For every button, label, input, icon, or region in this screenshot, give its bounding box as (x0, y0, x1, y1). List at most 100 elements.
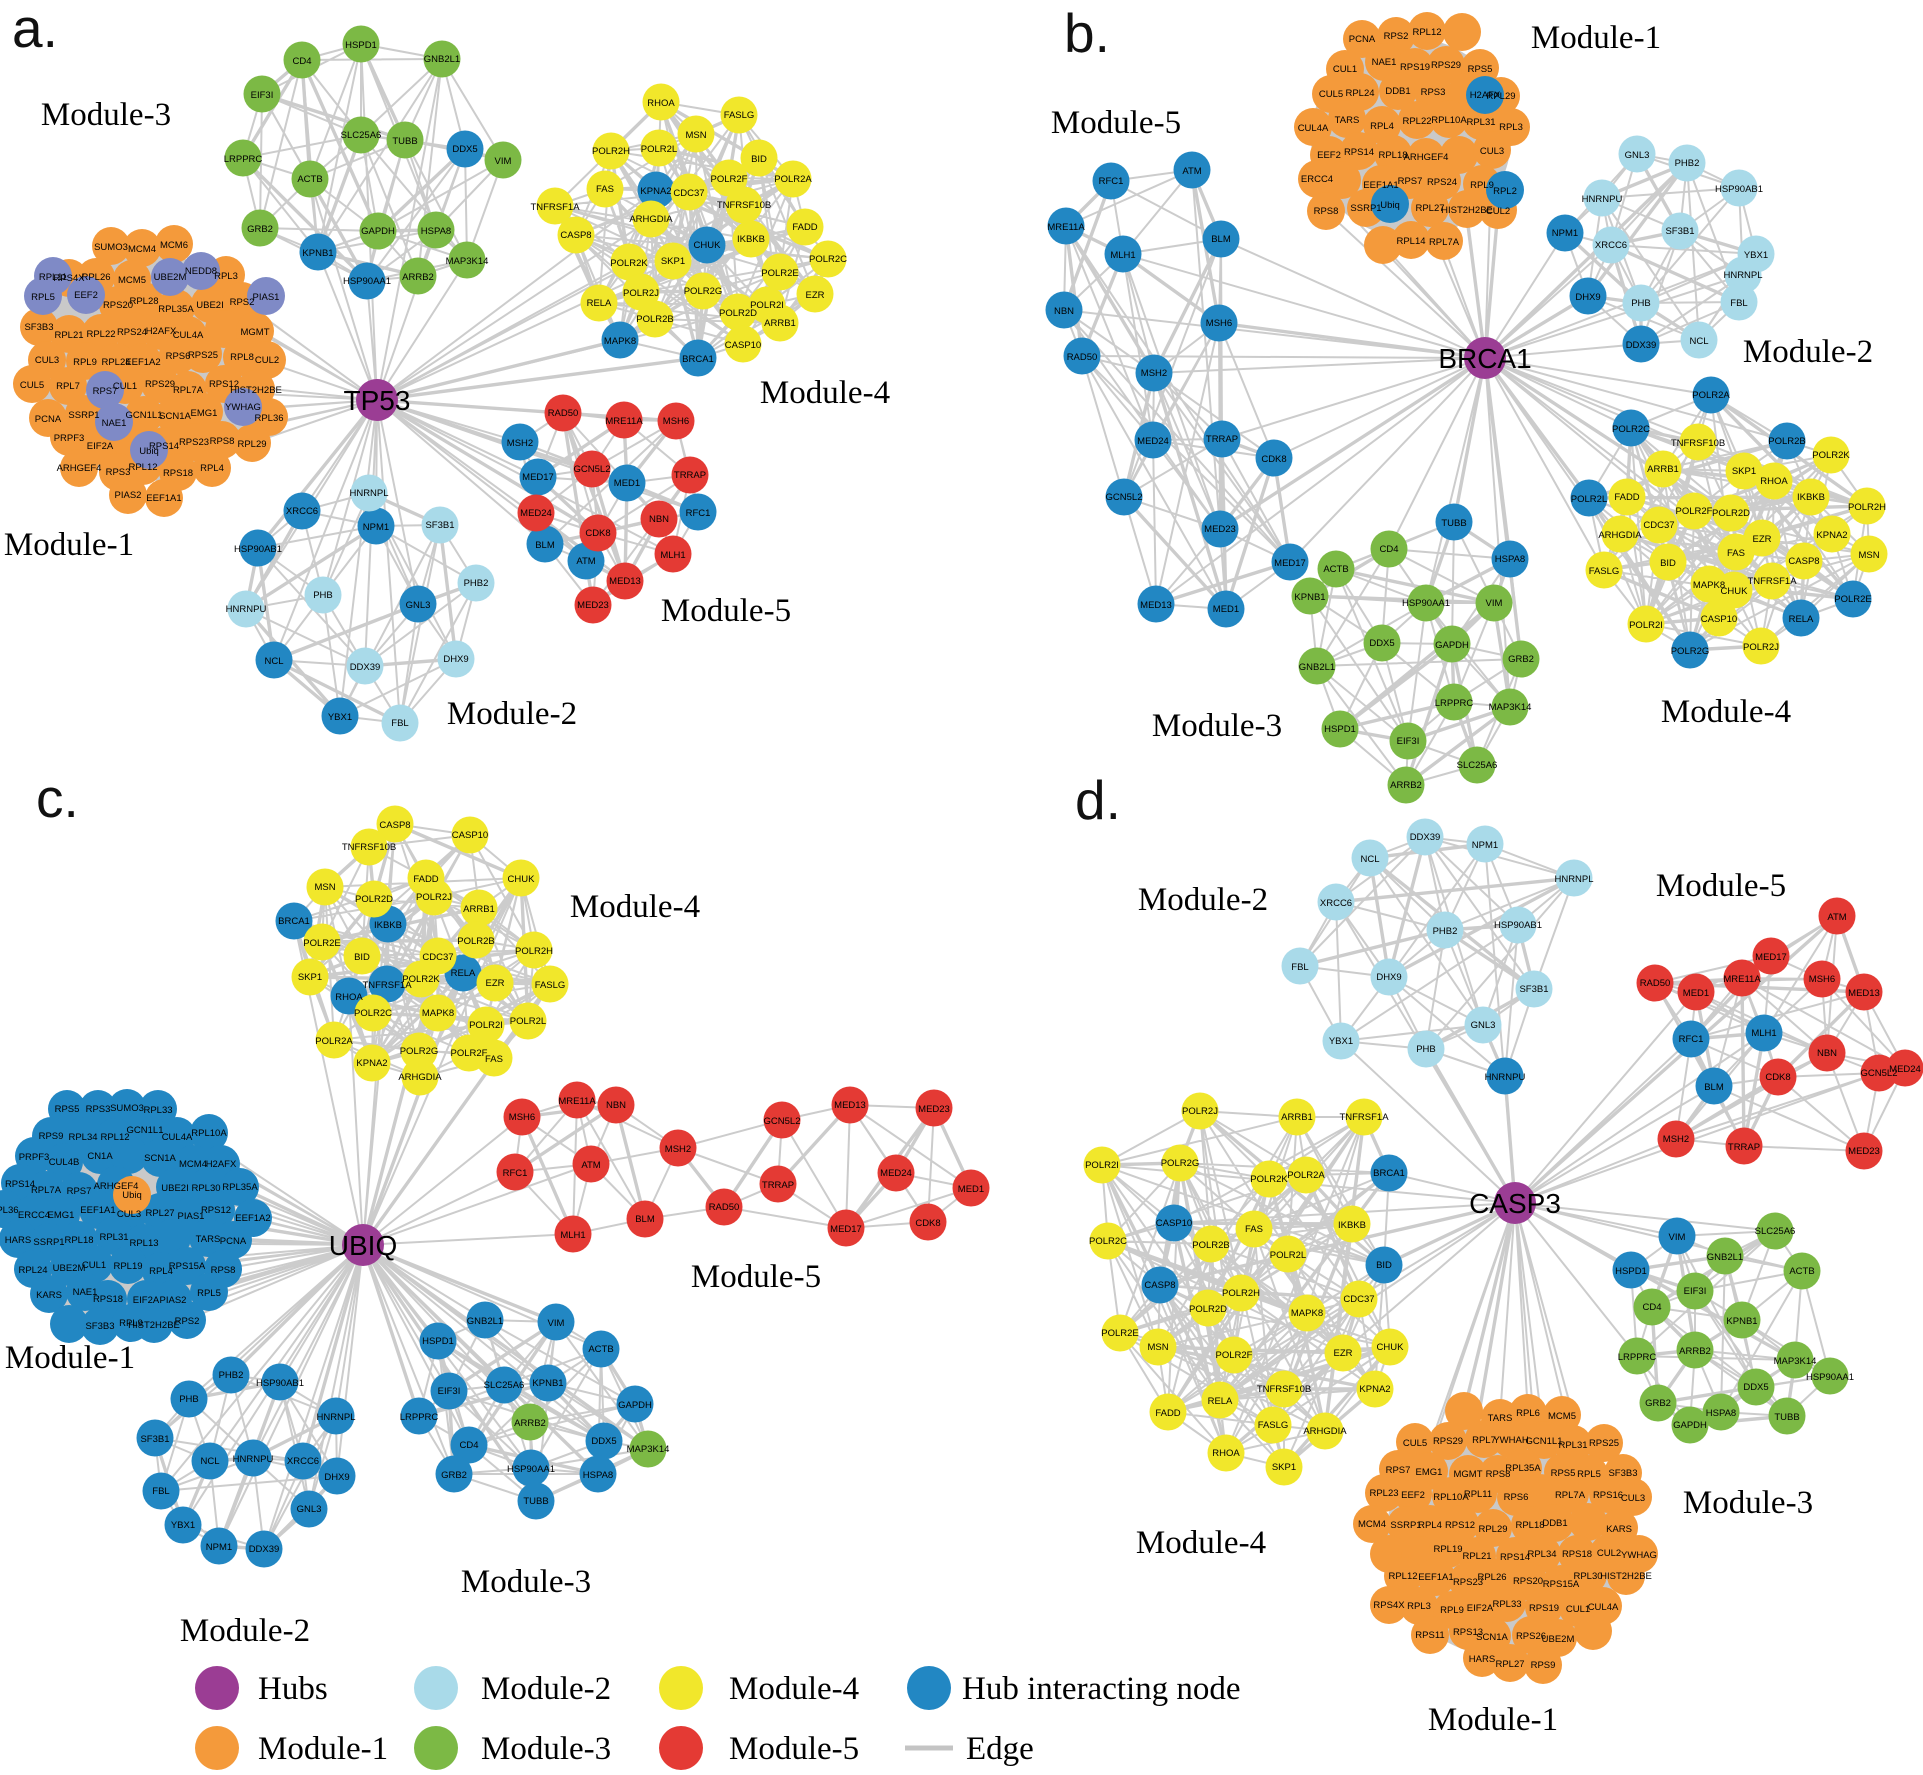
svg-text:GNL3: GNL3 (1625, 150, 1650, 161)
svg-text:YWHAH: YWHAH (1493, 1435, 1529, 1446)
svg-text:Module-5: Module-5 (729, 1731, 859, 1767)
svg-text:HSPA8: HSPA8 (421, 226, 451, 237)
svg-text:BRCA1: BRCA1 (682, 354, 714, 365)
svg-text:RPS24: RPS24 (1427, 177, 1457, 188)
svg-text:TP53: TP53 (344, 385, 411, 416)
svg-text:SCN1A: SCN1A (1476, 1632, 1508, 1643)
svg-text:POLR2H: POLR2H (592, 146, 630, 157)
svg-text:MED17: MED17 (1274, 558, 1306, 569)
svg-text:XRCC6: XRCC6 (1320, 898, 1352, 909)
svg-text:Module-2: Module-2 (481, 1671, 611, 1707)
svg-text:EZR: EZR (1753, 534, 1772, 545)
svg-text:RPL11: RPL11 (39, 272, 67, 283)
svg-text:VIM: VIM (1486, 598, 1503, 609)
svg-text:RPL4: RPL4 (149, 1266, 173, 1277)
svg-text:MGMT: MGMT (1453, 1469, 1482, 1480)
svg-text:FADD: FADD (1614, 492, 1639, 503)
svg-text:RPS15A: RPS15A (169, 1261, 206, 1272)
svg-text:DHX9: DHX9 (443, 654, 468, 665)
svg-text:HIST2H2BE: HIST2H2BE (230, 385, 282, 396)
svg-text:FADD: FADD (413, 874, 438, 885)
svg-text:FASLG: FASLG (1258, 1420, 1289, 1431)
svg-text:DDX5: DDX5 (591, 1436, 616, 1447)
svg-text:GAPDH: GAPDH (361, 226, 395, 237)
svg-text:Ubiq: Ubiq (1380, 200, 1400, 211)
svg-text:ARRB2: ARRB2 (514, 1418, 546, 1429)
svg-text:IKBKB: IKBKB (1338, 1220, 1366, 1231)
svg-text:MAP3K14: MAP3K14 (446, 256, 489, 267)
svg-text:UBE2I: UBE2I (196, 300, 223, 311)
svg-text:GCN5L2: GCN5L2 (764, 1116, 801, 1127)
svg-text:HIST2H2BE: HIST2H2BE (1600, 1571, 1652, 1582)
svg-text:BLM: BLM (1704, 1082, 1724, 1093)
svg-text:MLH1: MLH1 (560, 1230, 585, 1241)
svg-text:TRRAP: TRRAP (762, 1180, 794, 1191)
svg-text:BID: BID (751, 154, 767, 165)
svg-text:RPL2: RPL2 (1493, 186, 1517, 197)
svg-text:RPL12: RPL12 (128, 462, 157, 473)
svg-text:EEF1A2: EEF1A2 (125, 357, 160, 368)
svg-text:EIF3I: EIF3I (251, 90, 274, 101)
svg-text:RPL29: RPL29 (237, 439, 266, 450)
svg-text:RPL18: RPL18 (1515, 1520, 1544, 1531)
svg-text:HNRNPL: HNRNPL (1554, 874, 1593, 885)
svg-text:TNFRSF1A: TNFRSF1A (362, 980, 412, 991)
svg-text:VIM: VIM (495, 156, 512, 167)
svg-text:FADD: FADD (1155, 1408, 1180, 1419)
svg-text:POLR2C: POLR2C (1089, 1236, 1127, 1247)
svg-text:MED13: MED13 (834, 1100, 866, 1111)
svg-text:RPL19: RPL19 (1433, 1544, 1462, 1555)
svg-text:RPL13: RPL13 (129, 1238, 158, 1249)
svg-text:RPL18: RPL18 (1378, 150, 1407, 161)
svg-text:LRPPRC: LRPPRC (1435, 698, 1474, 709)
svg-text:GRB2: GRB2 (1645, 1398, 1671, 1409)
svg-text:RPS5: RPS5 (55, 1104, 80, 1115)
svg-text:EEF2: EEF2 (74, 290, 98, 301)
svg-text:POLR2K: POLR2K (610, 258, 648, 269)
svg-text:RPL35A: RPL35A (222, 1182, 258, 1193)
svg-text:EZR: EZR (1334, 1348, 1353, 1359)
svg-text:MAP3K14: MAP3K14 (1774, 1356, 1817, 1367)
svg-text:RPS29: RPS29 (1433, 1436, 1463, 1447)
svg-text:CUL5: CUL5 (1403, 1438, 1427, 1449)
svg-text:CD4: CD4 (1379, 544, 1398, 555)
svg-text:PCNA: PCNA (35, 414, 62, 425)
svg-text:SSRP1: SSRP1 (1350, 203, 1381, 214)
svg-text:TRRAP: TRRAP (1728, 1142, 1760, 1153)
svg-text:RPS6: RPS6 (1504, 1492, 1529, 1503)
svg-text:POLR2E: POLR2E (1101, 1328, 1139, 1339)
svg-text:EEF2: EEF2 (1401, 1490, 1425, 1501)
svg-text:RHOA: RHOA (1760, 476, 1788, 487)
svg-text:RPS2: RPS2 (230, 297, 255, 308)
svg-text:GCN1L1: GCN1L1 (1526, 1436, 1563, 1447)
svg-text:GRB2: GRB2 (441, 1470, 467, 1481)
svg-text:SLC25A6: SLC25A6 (1755, 1226, 1796, 1237)
svg-text:RPS20: RPS20 (103, 300, 133, 311)
svg-text:RPL10A: RPL10A (191, 1128, 227, 1139)
svg-text:MCM4: MCM4 (179, 1159, 207, 1170)
svg-text:PCNA: PCNA (220, 1236, 247, 1247)
svg-text:POLR2B: POLR2B (1768, 436, 1806, 447)
svg-text:YWHAG: YWHAG (225, 402, 261, 413)
svg-text:POLR2K: POLR2K (1250, 1174, 1288, 1185)
svg-text:RPL34: RPL34 (1527, 1549, 1556, 1560)
svg-text:HNRNPU: HNRNPU (1485, 1072, 1526, 1083)
svg-text:DDB1: DDB1 (1542, 1518, 1567, 1529)
svg-text:XRCC6: XRCC6 (1595, 240, 1627, 251)
svg-text:RPS8: RPS8 (210, 436, 235, 447)
svg-text:RPL33: RPL33 (143, 1105, 172, 1116)
svg-text:KPNB1: KPNB1 (302, 248, 333, 259)
svg-text:CASP8: CASP8 (1144, 1280, 1175, 1291)
svg-text:POLR2A: POLR2A (1692, 390, 1730, 401)
svg-text:POLR2I: POLR2I (1085, 1160, 1119, 1171)
svg-text:SLC25A6: SLC25A6 (484, 1380, 525, 1391)
svg-text:ARRB1: ARRB1 (764, 318, 796, 329)
svg-text:CD4: CD4 (1642, 1302, 1661, 1313)
svg-text:POLR2E: POLR2E (1834, 594, 1872, 605)
svg-text:GNL3: GNL3 (1471, 1020, 1496, 1031)
svg-text:BID: BID (1376, 1260, 1392, 1271)
svg-text:FAS: FAS (1245, 1224, 1263, 1235)
svg-text:RPL27: RPL27 (1495, 1659, 1524, 1670)
svg-text:MLH1: MLH1 (660, 550, 685, 561)
svg-text:RELA: RELA (1789, 614, 1814, 625)
